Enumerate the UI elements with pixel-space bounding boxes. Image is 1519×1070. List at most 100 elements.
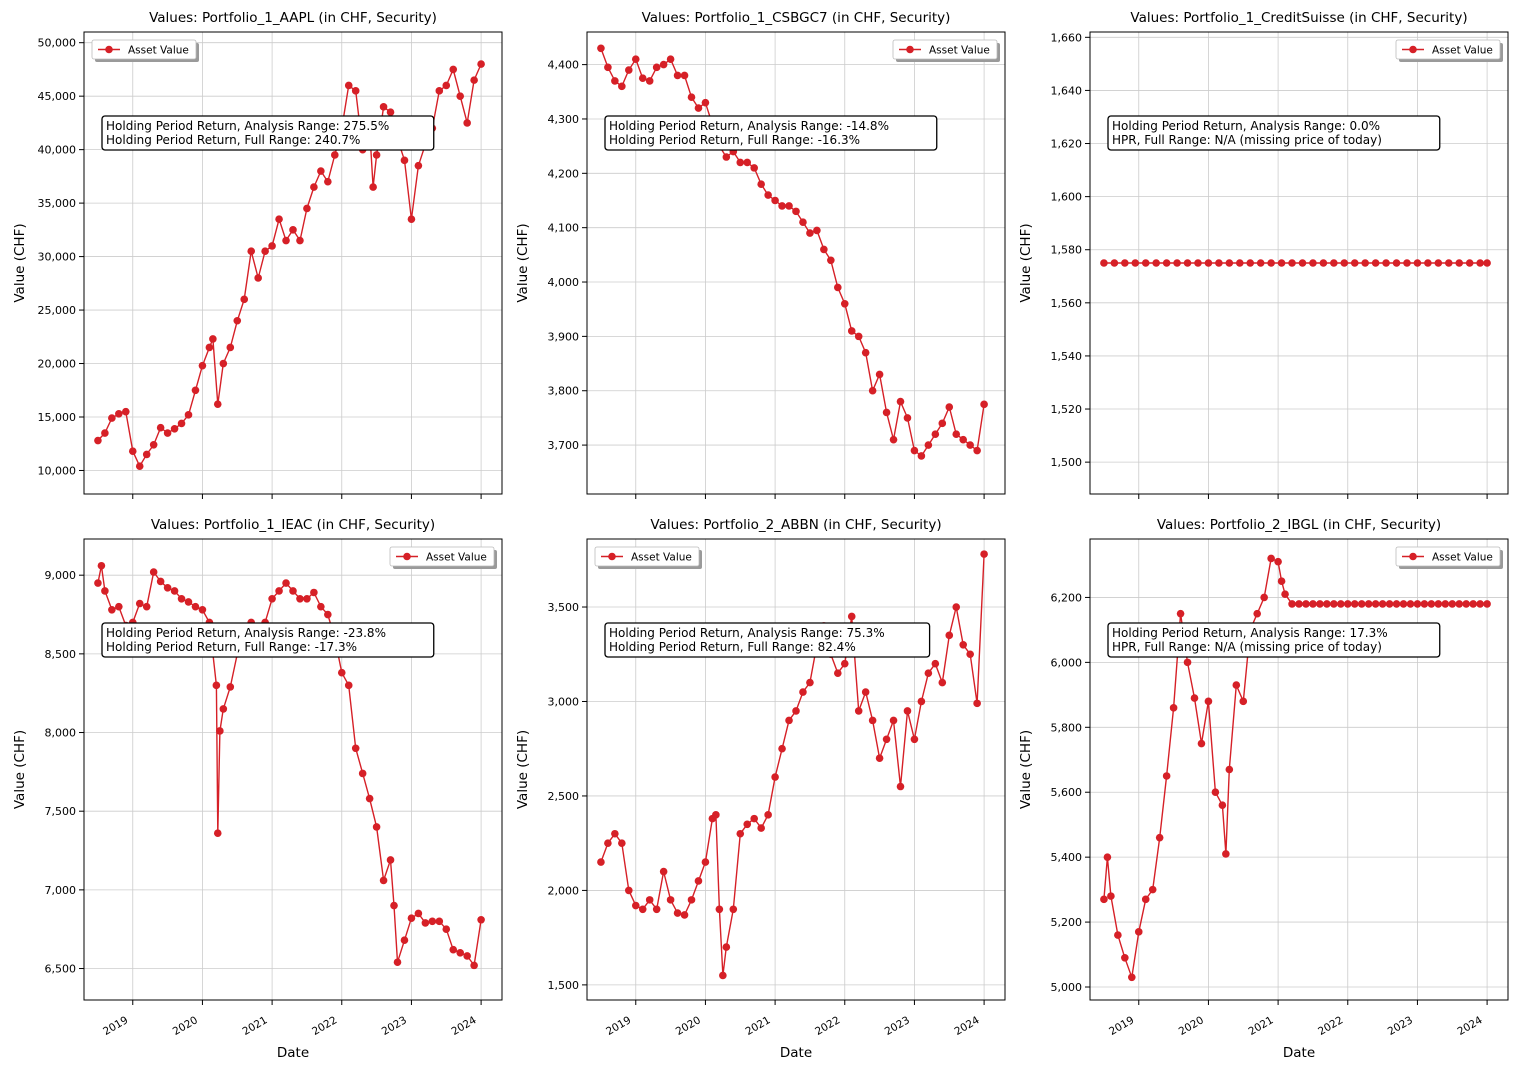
legend-marker <box>1409 552 1417 561</box>
x-axis-label: Date <box>1283 1045 1315 1061</box>
data-point <box>771 773 779 781</box>
data-point <box>1267 259 1275 267</box>
data-point <box>219 359 228 368</box>
data-point <box>219 705 228 713</box>
data-point <box>680 71 689 80</box>
data-point <box>135 599 144 608</box>
data-point <box>938 678 947 687</box>
data-point <box>757 824 765 832</box>
data-point <box>1413 600 1422 608</box>
data-point <box>910 446 919 455</box>
annotation-text: Holding Period Return, Full Range: 82.4% <box>609 640 856 654</box>
y-tick-label: 1,520 <box>1051 403 1083 416</box>
y-tick-label: 2,500 <box>548 790 580 803</box>
data-point <box>1469 600 1477 608</box>
data-point <box>1330 600 1338 608</box>
data-point <box>233 316 242 325</box>
data-point <box>854 332 863 341</box>
data-point <box>449 945 458 954</box>
data-point <box>645 77 654 85</box>
data-point <box>1385 600 1394 608</box>
data-point <box>1260 593 1268 602</box>
data-point <box>618 82 626 91</box>
data-point <box>715 905 724 914</box>
data-point <box>128 447 137 456</box>
data-point <box>1441 600 1450 608</box>
data-point <box>1323 600 1331 608</box>
data-point <box>764 191 772 199</box>
chart-title: Values: Portfolio_2_ABBN (in CHF, Securi… <box>650 517 941 533</box>
data-point <box>1183 259 1192 267</box>
data-point <box>597 44 605 53</box>
data-point <box>604 839 612 847</box>
data-point <box>952 603 961 611</box>
data-point <box>701 858 710 866</box>
data-point <box>421 919 430 927</box>
data-point <box>966 441 974 449</box>
data-point <box>764 811 772 819</box>
data-point <box>931 430 940 439</box>
data-point <box>924 441 933 449</box>
data-point <box>611 829 619 838</box>
series-line <box>600 554 985 977</box>
data-point <box>1239 697 1248 706</box>
annotation-box <box>1107 115 1441 151</box>
legend-box <box>892 39 998 60</box>
data-point <box>785 716 793 725</box>
data-point <box>282 579 290 587</box>
data-point <box>1343 600 1352 608</box>
y-axis-label: Value (CHF) <box>1018 223 1034 302</box>
y-tick-label: 1,660 <box>1051 31 1083 44</box>
legend-box <box>1395 546 1501 567</box>
data-point <box>1267 554 1275 563</box>
data-point <box>673 909 682 917</box>
data-point <box>275 587 283 595</box>
data-point <box>1169 704 1178 712</box>
data-point <box>142 450 151 459</box>
data-point <box>1100 259 1108 267</box>
data-point <box>882 408 891 417</box>
data-point <box>442 81 451 90</box>
data-point <box>652 63 661 72</box>
data-point <box>896 782 905 791</box>
data-point <box>945 403 954 411</box>
data-point <box>820 245 828 254</box>
data-point <box>216 727 224 735</box>
data-point <box>799 218 807 227</box>
data-point <box>209 335 217 343</box>
data-point <box>743 158 752 167</box>
data-point <box>317 602 325 611</box>
y-axis-label: Value (CHF) <box>1018 730 1034 809</box>
data-point <box>1141 259 1150 267</box>
data-point <box>945 631 954 640</box>
data-point <box>652 905 661 914</box>
data-point <box>1298 259 1307 267</box>
data-point <box>331 151 339 159</box>
data-point <box>1281 590 1289 598</box>
data-point <box>1434 259 1443 267</box>
data-point <box>1148 885 1157 894</box>
data-point <box>1232 681 1241 689</box>
data-point <box>1100 895 1108 904</box>
data-point <box>1337 600 1345 608</box>
data-point <box>1413 259 1422 267</box>
annotation-text: Holding Period Return, Full Range: -16.3… <box>609 133 860 147</box>
annotation-text: Holding Period Return, Analysis Range: -… <box>609 119 889 133</box>
data-point <box>910 735 919 744</box>
data-point <box>834 283 842 292</box>
data-point <box>414 161 423 170</box>
data-point <box>1183 658 1192 667</box>
y-tick-label: 3,500 <box>548 601 580 614</box>
annotation-text: HPR, Full Range: N/A (missing price of t… <box>1112 640 1382 654</box>
data-point <box>597 858 605 866</box>
y-tick-label: 6,200 <box>1051 591 1083 604</box>
data-point <box>973 699 981 708</box>
data-point <box>379 103 388 111</box>
data-point <box>792 707 800 715</box>
y-tick-label: 4,300 <box>548 113 580 126</box>
data-point <box>101 429 109 437</box>
annotation-text: Holding Period Return, Analysis Range: 0… <box>1112 119 1380 133</box>
data-point <box>324 177 332 186</box>
data-point <box>310 588 318 597</box>
data-point <box>1155 833 1164 842</box>
